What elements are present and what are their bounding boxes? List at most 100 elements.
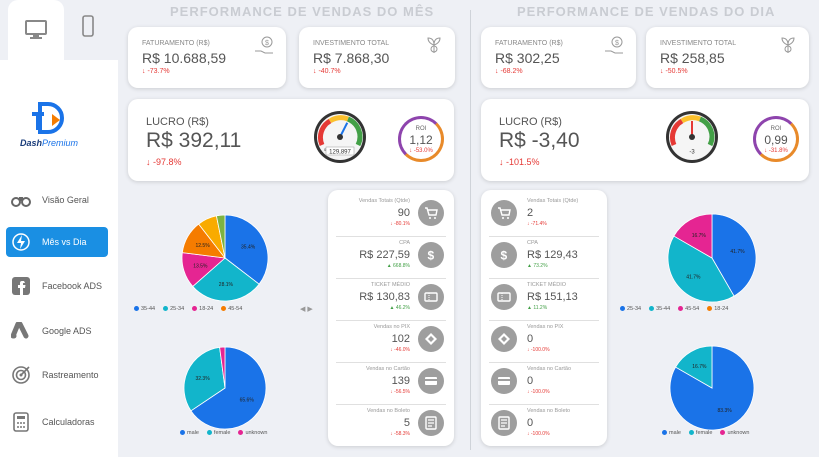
metric-label: Vendas no Cartão xyxy=(527,366,572,372)
cart-icon xyxy=(491,200,517,226)
metric-delta-value: -58.3% xyxy=(394,431,410,437)
pie-slice-female[interactable] xyxy=(675,345,713,389)
pie-slice-25-34[interactable] xyxy=(711,213,757,297)
svg-text:$: $ xyxy=(501,249,508,263)
roi-delta-value: -53.0% xyxy=(413,148,433,154)
metric-delta-value: 668.8% xyxy=(393,263,410,269)
pie-slice-25-34[interactable] xyxy=(192,257,260,302)
pie-data-label: 41.7% xyxy=(686,275,701,281)
kpi-label: INVESTIMENTO TOTAL xyxy=(313,40,390,47)
nav-mes-vs-dia[interactable]: Mês vs Dia xyxy=(6,227,108,257)
pie-data-label: 28.1% xyxy=(219,282,234,288)
legend-label: unknown xyxy=(727,430,750,436)
boleto-icon xyxy=(418,410,444,436)
nav-label: Mês vs Dia xyxy=(42,237,87,247)
svg-text:$: $ xyxy=(615,40,619,47)
nav-facebook-ads[interactable]: Facebook ADS xyxy=(6,271,108,301)
metric-delta-value: -100.0% xyxy=(530,347,550,353)
mobile-tab[interactable] xyxy=(62,0,114,52)
metric-value: R$ 227,59 xyxy=(359,249,410,261)
gauge-value: -3 xyxy=(689,150,695,156)
pix-icon xyxy=(418,326,444,352)
nav-rastreamento[interactable]: Rastreamento xyxy=(6,360,108,390)
kpi-label: FATURAMENTO (R$) xyxy=(495,40,563,47)
lucro-value: R$ -3,40 xyxy=(499,129,580,152)
legend-label: 45-54 xyxy=(228,306,243,312)
nav-label: Visão Geral xyxy=(42,195,89,205)
lucro-delta-value: -101.5% xyxy=(506,157,540,167)
legend-swatch xyxy=(180,430,185,436)
svg-text:$: $ xyxy=(265,40,269,47)
svg-text:$: $ xyxy=(428,249,435,263)
legend-item[interactable]: 25-34 xyxy=(620,306,641,312)
legend-item[interactable]: 25-34 xyxy=(163,306,184,312)
legend-item[interactable]: 45-54 xyxy=(221,306,242,312)
pie-slice-35-44[interactable] xyxy=(667,235,735,303)
row-divider xyxy=(336,404,446,405)
legend-item[interactable]: 35-44 xyxy=(649,306,670,312)
pie-slice-outros2[interactable] xyxy=(215,214,226,259)
dashpremium-logo: DashPremium xyxy=(18,100,98,152)
kpi-delta-value: -40.7% xyxy=(318,68,341,75)
pie-slice-unknown[interactable] xyxy=(219,346,226,389)
metric-delta: ↓ -100.0% xyxy=(527,347,550,353)
gauge-value: 129,897 xyxy=(329,150,351,156)
metric-delta-value: 11.2% xyxy=(533,305,548,311)
pie-data-label: 12.5% xyxy=(195,243,210,249)
pie-slice-45-54[interactable] xyxy=(673,213,713,259)
legend-swatch xyxy=(238,430,244,436)
kpi-value: R$ 258,85 xyxy=(660,50,725,66)
nav-visao-geral[interactable]: Visão Geral xyxy=(6,185,108,215)
kpi-delta: ↓ -50.5% xyxy=(660,68,688,75)
row-divider xyxy=(336,320,446,321)
metric-row: Vendas no Boleto 5 ↓ -58.3% xyxy=(328,404,454,447)
legend-item[interactable]: female xyxy=(206,430,230,436)
metric-delta-value: 73.2% xyxy=(533,263,548,269)
kpi-delta: ↓ -68.2% xyxy=(495,68,523,75)
nav-google-ads[interactable]: Google ADS xyxy=(6,316,108,346)
legend-item[interactable]: 45-54 xyxy=(678,306,699,312)
metric-delta: ↓ -71.4% xyxy=(527,221,547,227)
metric-row: Vendas no Cartão 139 ↓ -56.5% xyxy=(328,362,454,405)
device-tabs xyxy=(0,0,118,60)
boleto-icon xyxy=(491,410,517,436)
legend-label: male xyxy=(187,430,199,436)
legend-item[interactable]: male xyxy=(180,430,199,436)
card-icon xyxy=(491,368,517,394)
metric-label: TICKET MÉDIO xyxy=(370,282,410,288)
pie-slice-male[interactable] xyxy=(669,345,755,431)
plant-coin-icon xyxy=(427,37,441,53)
legend-item[interactable]: male xyxy=(662,430,681,436)
row-divider xyxy=(336,278,446,279)
pager-arrows[interactable]: ◀ ▶ xyxy=(300,306,313,313)
day-profit-gauge: -3 xyxy=(666,111,718,163)
month-lucro-card: LUCRO (R$) R$ 392,11 ↓ -97.8% 129,897 0 … xyxy=(128,99,454,181)
day-age-legend: 25-34 35-44 45-54 18-24 xyxy=(620,306,728,312)
legend-swatch xyxy=(649,306,655,312)
legend-swatch xyxy=(678,306,684,312)
legend-item[interactable]: female xyxy=(688,430,712,436)
desktop-tab[interactable] xyxy=(8,0,64,60)
metric-value: R$ 151,13 xyxy=(527,291,578,303)
legend-label: 18-24 xyxy=(714,306,729,312)
legend-item[interactable]: 18-24 xyxy=(707,306,728,312)
pie-slice-male[interactable] xyxy=(190,346,267,430)
metric-delta: ↓ -80.1% xyxy=(390,221,410,227)
legend-item[interactable]: unknown xyxy=(720,430,749,436)
lucro-delta: ↓ -101.5% xyxy=(499,157,540,167)
metric-row: Vendas no Boleto 0 ↓ -100.0% xyxy=(481,404,607,447)
legend-item[interactable]: 35-44 xyxy=(134,306,155,312)
pie-slice-female[interactable] xyxy=(183,346,226,412)
kpi-delta-value: -50.5% xyxy=(665,68,688,75)
metric-delta: ▲ 11.2% xyxy=(527,305,548,311)
pie-data-label: 35.4% xyxy=(241,245,256,251)
roi-delta: ↓ -31.8% xyxy=(764,148,788,154)
kpi-delta-value: -73.7% xyxy=(147,68,170,75)
legend-label: 35-44 xyxy=(141,306,156,312)
card-icon xyxy=(418,368,444,394)
legend-item[interactable]: 18-24 xyxy=(192,306,213,312)
day-metrics-list: Vendas Totais (Qtde) 2 ↓ -71.4% CPA R$ 129,4… xyxy=(481,190,607,446)
pie-slice-35-44[interactable] xyxy=(224,214,269,285)
legend-item[interactable]: unknown xyxy=(238,430,267,436)
nav-calculadoras[interactable]: Calculadoras xyxy=(6,407,108,437)
